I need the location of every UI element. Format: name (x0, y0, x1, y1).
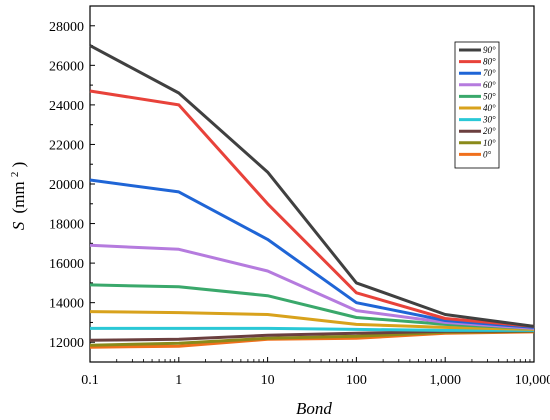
series-line-60deg (89, 243, 535, 330)
x-axis-title: Bond (296, 399, 332, 418)
y-axis-title: S (mm 2 ) (3, 162, 28, 231)
y-axis-title-sup: 2 (9, 172, 21, 178)
legend-label: 70° (483, 68, 496, 78)
y-tick-label: 16000 (49, 257, 84, 272)
y-tick-label: 24000 (49, 99, 84, 114)
x-axis: 0.1 1 10 100 1,000 10,000 (81, 357, 550, 388)
series-line-40deg (89, 310, 535, 331)
y-axis: 12000 14000 16000 18000 20000 22000 24000 26000… (49, 20, 95, 351)
y-axis-title-unit: (mm (9, 181, 28, 213)
y-tick-label: 12000 (49, 336, 84, 351)
legend-label: 0° (483, 149, 492, 159)
legend-label: 90° (483, 45, 496, 55)
series-line-50deg (89, 283, 535, 330)
y-tick-label: 14000 (49, 297, 84, 312)
y-tick-label: 26000 (49, 59, 84, 74)
legend-label: 40° (483, 103, 496, 113)
y-tick-label: 18000 (49, 218, 84, 233)
y-tick-label: 22000 (49, 138, 84, 153)
y-tick-label: 28000 (49, 20, 84, 35)
series-line-30deg (90, 326, 534, 332)
x-tick-label: 0.1 (81, 373, 99, 388)
y-axis-title-close: ) (9, 162, 28, 168)
legend-label: 80° (483, 57, 496, 67)
series-line-90deg (89, 44, 535, 328)
legend-label: 10° (483, 138, 496, 148)
legend-label: 50° (483, 91, 496, 101)
x-tick-label: 1,000 (429, 373, 461, 388)
y-tick-label: 20000 (49, 178, 84, 193)
series-line-70deg (89, 178, 535, 329)
legend: 90° 80°70° 60°50° 40° 30°20° 10°0° (454, 41, 500, 169)
legend-label: 20° (483, 126, 496, 136)
series-lines (89, 44, 535, 349)
legend-label: 60° (483, 80, 496, 90)
series-line-80deg (89, 89, 535, 328)
x-tick-label: 100 (346, 373, 367, 388)
legend-label: 30° (482, 115, 496, 125)
x-tick-label: 10,000 (515, 373, 550, 388)
y-axis-title-var: S (9, 221, 28, 230)
x-tick-label: 10 (261, 373, 275, 388)
x-tick-label: 1 (175, 373, 182, 388)
